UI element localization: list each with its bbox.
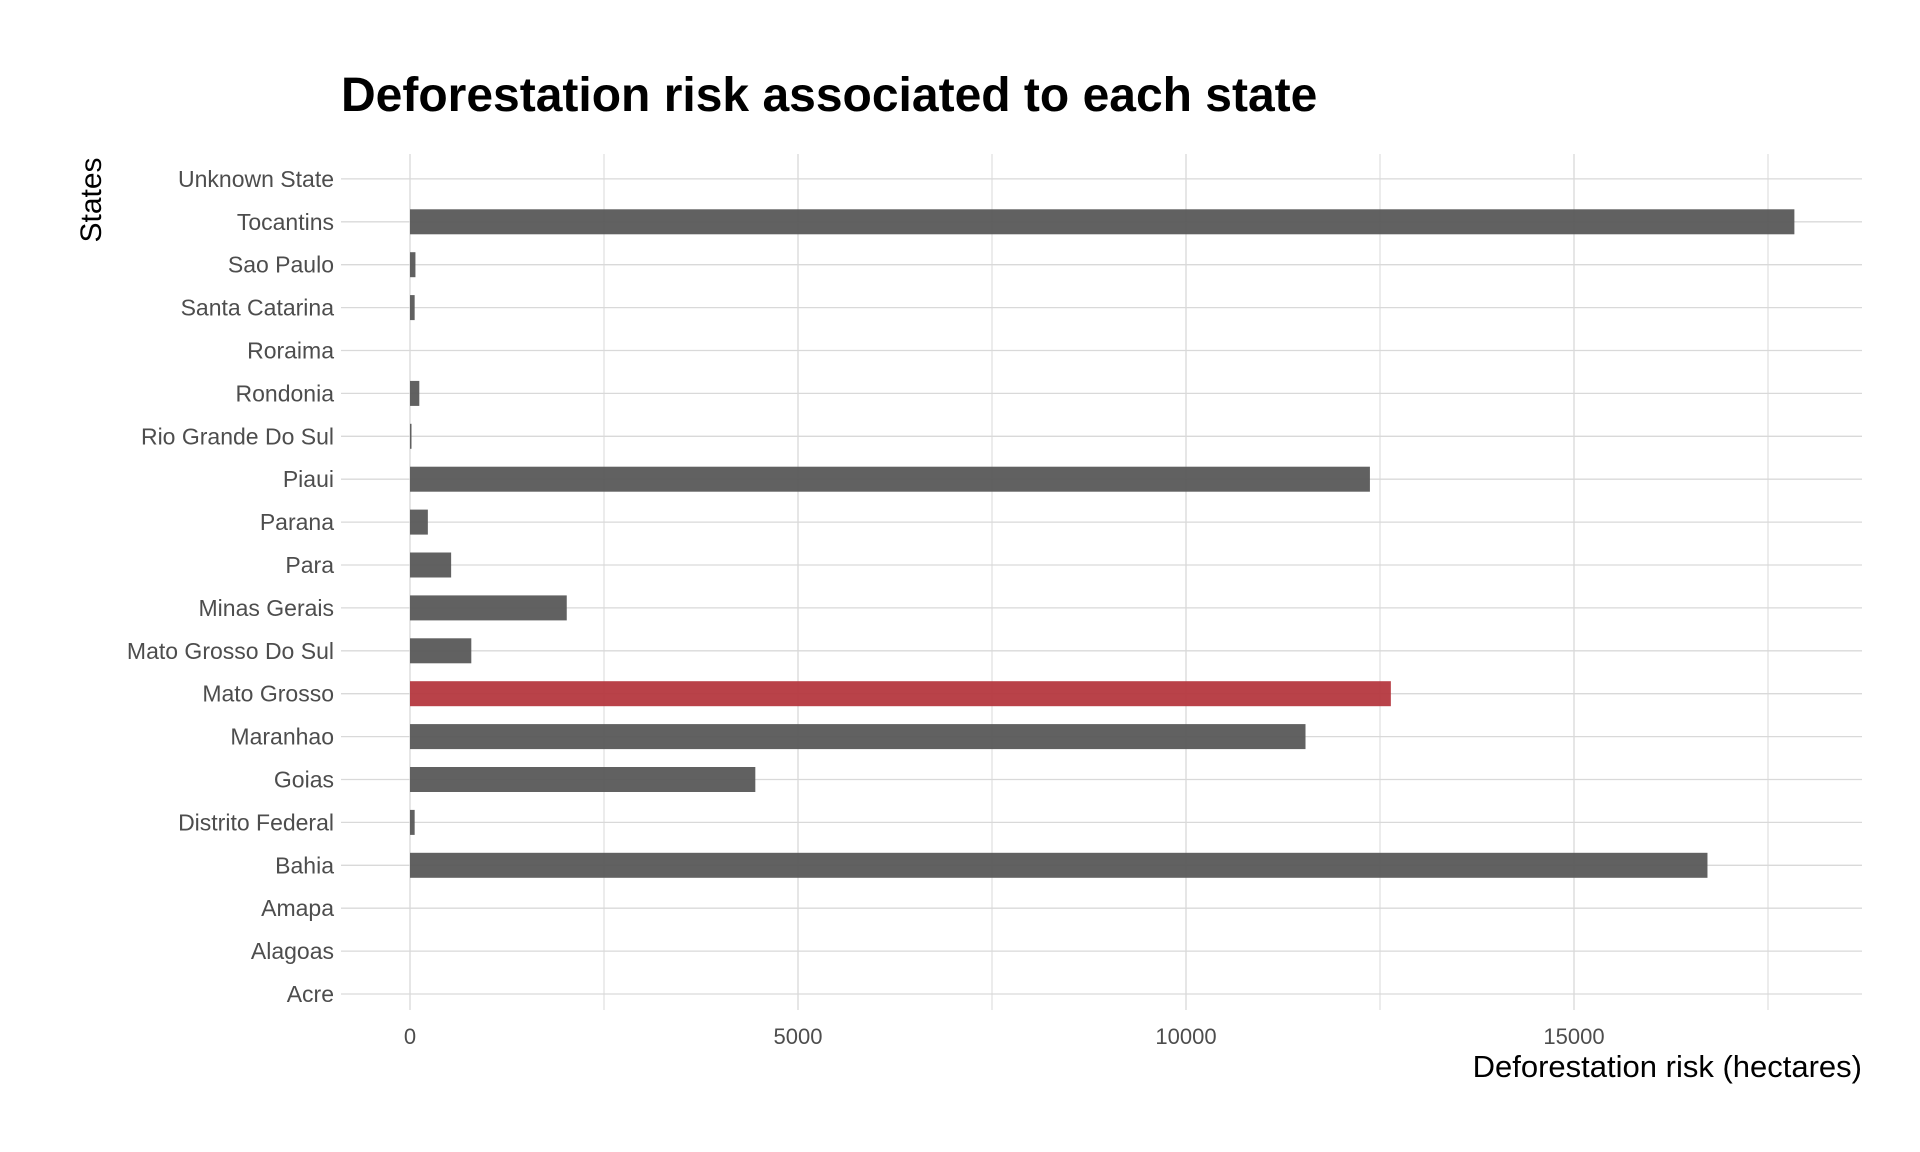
grid-layer [341,154,1862,1010]
bar [410,209,1795,235]
y-tick-label: Unknown State [178,166,334,192]
y-tick-label: Alagoas [251,938,334,964]
y-tick-label: Mato Grosso Do Sul [127,638,334,664]
y-tick-label: Para [285,552,334,578]
y-tick-label: Tocantins [237,209,334,235]
bar [410,509,428,535]
bar-highlighted [410,681,1391,707]
x-tick-label: 5000 [774,1024,823,1049]
bar [410,295,415,321]
x-tick-label: 0 [404,1024,416,1049]
x-tick-label: 10000 [1155,1024,1216,1049]
y-tick-label: Acre [287,981,334,1007]
y-tick-label: Piaui [283,466,334,492]
y-tick-label: Mato Grosso [202,681,334,707]
y-tick-label: Rondonia [236,380,335,406]
y-tick-label: Roraima [247,338,334,364]
bar [410,380,420,406]
label-layer: Acre Alagoas Amapa Bahia Distrito Federal Goi… [127,166,1605,1049]
bar [410,595,567,621]
y-tick-label: Minas Gerais [199,595,334,621]
bar [410,423,412,449]
y-tick-label: Sao Paulo [228,252,334,278]
bar [410,724,1306,750]
y-tick-label: Maranhao [230,724,334,750]
chart-title: Deforestation risk associated to each st… [341,69,1318,122]
bar [410,852,1708,878]
x-tick-label: 15000 [1543,1024,1604,1049]
bar [410,252,416,278]
y-tick-label: Goias [274,767,334,793]
bar [410,466,1370,492]
bar [410,767,756,792]
y-tick-label: Distrito Federal [178,809,334,835]
bar [410,809,415,835]
bar-layer [410,209,1795,878]
y-tick-label: Santa Catarina [181,295,335,321]
y-tick-label: Bahia [275,852,334,878]
y-tick-label: Amapa [261,895,334,921]
x-axis-title: Deforestation risk (hectares) [1472,1049,1862,1084]
bar [410,552,452,578]
y-tick-label: Parana [260,509,334,535]
bar [410,638,472,664]
y-tick-label: Rio Grande Do Sul [141,423,334,449]
